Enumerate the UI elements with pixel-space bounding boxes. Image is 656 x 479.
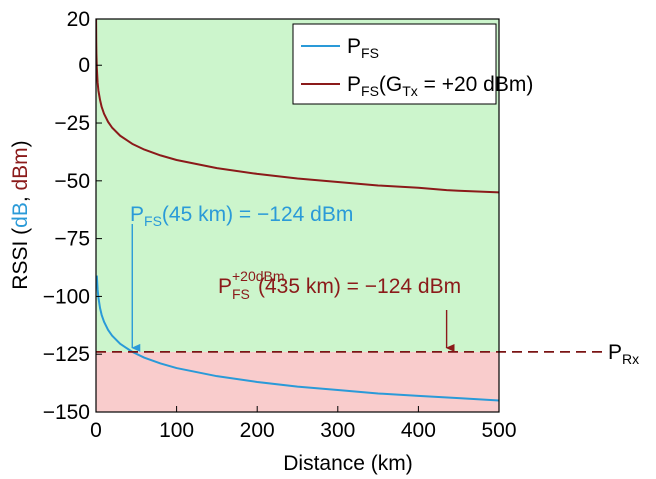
- legend: PFS PFS(GTx = +20 dBm): [292, 23, 533, 105]
- x-tick-label: 400: [401, 419, 436, 442]
- threshold-label: PRx: [608, 341, 639, 367]
- x-axis-ticks: 0 100 200 300 400 500: [90, 406, 517, 442]
- x-axis-label: Distance (km): [283, 452, 413, 475]
- y-tick-label: −125: [43, 343, 90, 366]
- y-axis-label: RSSI (dB, dBm): [9, 140, 32, 289]
- legend-label-pfs: PFS: [347, 35, 379, 61]
- series-line-pfs: [96, 275, 499, 402]
- y-tick-label: −25: [54, 112, 90, 135]
- x-tick-label: 0: [90, 419, 102, 442]
- annotation-red: P+20dBm FS (435 km) = −124 dBm: [218, 268, 461, 302]
- y-tick-label: −75: [54, 228, 90, 251]
- series-layer: [96, 19, 499, 402]
- y-tick-label: 0: [78, 54, 90, 77]
- x-tick-label: 100: [159, 419, 194, 442]
- y-tick-label: −50: [54, 170, 90, 193]
- x-tick-label: 500: [481, 419, 516, 442]
- y-tick-label: −100: [43, 285, 90, 308]
- region-below-threshold: [96, 351, 499, 412]
- y-axis-ticks: 20 0 −25 −50 −75 −100 −125 −150: [43, 8, 102, 424]
- plot-frame: [95, 18, 500, 413]
- y-tick-label: −150: [43, 401, 90, 424]
- x-tick-label: 200: [240, 419, 275, 442]
- series-line-pfs-gtx: [96, 19, 499, 194]
- annotation-blue: PFS(45 km) = −124 dBm: [130, 203, 353, 229]
- legend-box: [292, 23, 497, 105]
- legend-label-pfs-gtx: PFS(GTx = +20 dBm): [347, 73, 533, 99]
- y-tick-label: 20: [67, 8, 90, 31]
- x-tick-label: 300: [320, 419, 355, 442]
